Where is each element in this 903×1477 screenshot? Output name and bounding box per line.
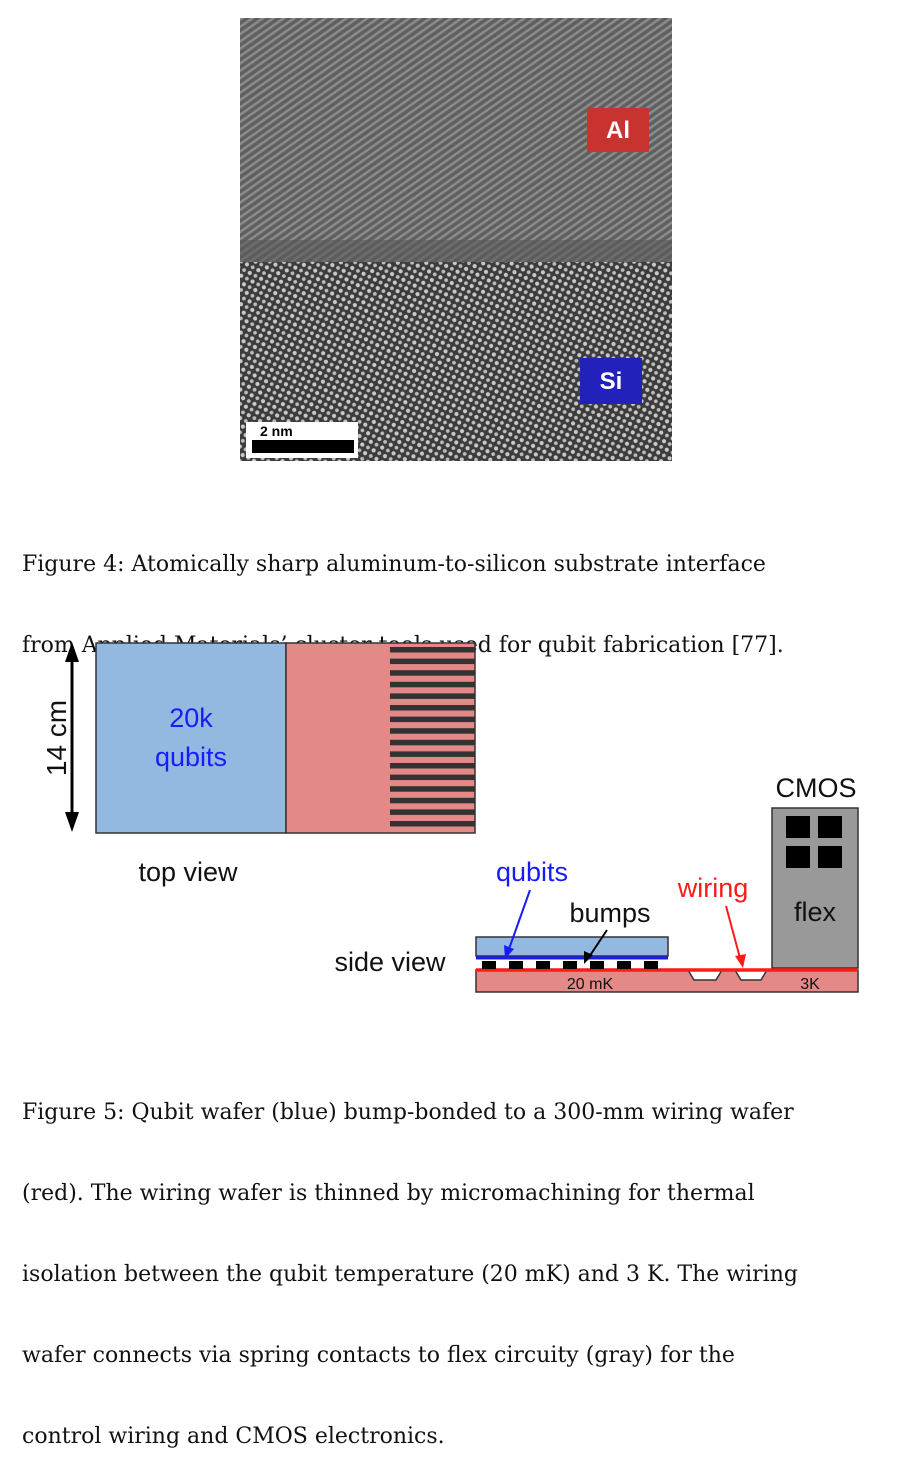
bump bbox=[482, 961, 496, 969]
side-view-stack: 20 mK 3K bbox=[475, 936, 859, 993]
cmos-chip bbox=[818, 846, 842, 868]
caption-line: Figure 4: Atomically sharp aluminum-to-s… bbox=[22, 552, 766, 577]
bumps-callout-arrow bbox=[588, 929, 608, 958]
wiring-stripe bbox=[390, 705, 475, 711]
warm-temperature-label: 3K bbox=[800, 976, 820, 993]
cmos-chip bbox=[786, 816, 810, 838]
scale-bar: 2 nm bbox=[246, 422, 358, 458]
wiring-stripe bbox=[390, 716, 475, 723]
interface-band bbox=[240, 240, 672, 266]
bumps-callout-label: bumps bbox=[569, 898, 650, 928]
bump-row bbox=[482, 961, 658, 969]
wiring-stripe bbox=[390, 739, 475, 746]
cold-temperature-label: 20 mK bbox=[567, 976, 614, 993]
caption-line: control wiring and CMOS electronics. bbox=[22, 1424, 445, 1449]
flex-block bbox=[771, 807, 859, 969]
qubit-area bbox=[95, 642, 287, 834]
qubits-count-line2: qubits bbox=[155, 742, 227, 772]
wafer-diagram-svg: 14 cm 20k qubits top view CMOS flex side… bbox=[41, 642, 859, 993]
wiring-stripe bbox=[390, 809, 475, 815]
al-label-text: Al bbox=[606, 117, 630, 144]
al-label: Al bbox=[587, 108, 649, 152]
bump bbox=[536, 961, 550, 969]
caption-line: wafer connects via spring contacts to fl… bbox=[22, 1343, 735, 1368]
bumps-arrowhead bbox=[584, 951, 593, 964]
bump bbox=[644, 961, 658, 969]
flex-label: flex bbox=[794, 897, 837, 927]
wiring-stripe bbox=[390, 647, 475, 653]
top-view-label: top view bbox=[138, 857, 238, 887]
si-label-text: Si bbox=[600, 368, 623, 395]
wiring-stripe bbox=[390, 693, 475, 699]
wiring-stripe bbox=[390, 670, 475, 676]
caption-line: Figure 5: Qubit wafer (blue) bump-bonded… bbox=[22, 1100, 794, 1125]
wiring-stripe bbox=[390, 821, 475, 827]
si-label: Si bbox=[580, 358, 642, 404]
wiring-stripe bbox=[390, 763, 475, 769]
caption-line: (red). The wiring wafer is thinned by mi… bbox=[22, 1181, 755, 1206]
bump bbox=[617, 961, 631, 969]
caption-line: isolation between the qubit temperature … bbox=[22, 1262, 798, 1287]
bump bbox=[509, 961, 523, 969]
wiring-stripes bbox=[390, 647, 475, 827]
wiring-stripe bbox=[390, 797, 475, 804]
qubits-arrowhead bbox=[504, 945, 514, 959]
wiring-callout-label: wiring bbox=[677, 873, 749, 903]
qubits-callout-label: qubits bbox=[496, 857, 568, 887]
bump bbox=[563, 961, 577, 969]
top-view-wafer: 20k qubits bbox=[95, 642, 476, 834]
wiring-wafer-side bbox=[475, 969, 859, 993]
dimension-arrow bbox=[65, 642, 79, 832]
dimension-label: 14 cm bbox=[41, 700, 72, 776]
tem-image: Al Si 2 nm bbox=[240, 18, 672, 461]
cmos-chip bbox=[786, 846, 810, 868]
figure-5-caption: Figure 5: Qubit wafer (blue) bump-bonded… bbox=[22, 1045, 798, 1477]
wiring-stripe bbox=[390, 728, 475, 734]
cmos-label: CMOS bbox=[776, 773, 857, 803]
scale-bar-text: 2 nm bbox=[260, 423, 293, 439]
wiring-stripe bbox=[390, 774, 475, 781]
wiring-stripe bbox=[390, 658, 475, 665]
tem-micrograph: Al Si 2 nm bbox=[240, 18, 672, 461]
side-view-label: side view bbox=[334, 947, 446, 977]
scale-bar-line bbox=[252, 440, 354, 453]
wiring-arrowhead bbox=[735, 954, 746, 968]
wiring-stripe bbox=[390, 681, 475, 688]
qubit-wafer-side bbox=[475, 936, 669, 957]
wafer-diagram: 14 cm 20k qubits top view CMOS flex side… bbox=[0, 600, 903, 1020]
bump bbox=[590, 961, 604, 969]
cmos-chip bbox=[818, 816, 842, 838]
qubits-callout-arrow bbox=[508, 889, 531, 950]
figure-4-caption: Figure 4: Atomically sharp aluminum-to-s… bbox=[22, 497, 784, 686]
wiring-stripe bbox=[390, 786, 475, 792]
wiring-stripe bbox=[390, 751, 475, 757]
qubits-count-line1: 20k bbox=[169, 703, 213, 733]
flex-circuit: flex bbox=[771, 807, 859, 969]
wiring-callout-arrow bbox=[725, 905, 741, 959]
